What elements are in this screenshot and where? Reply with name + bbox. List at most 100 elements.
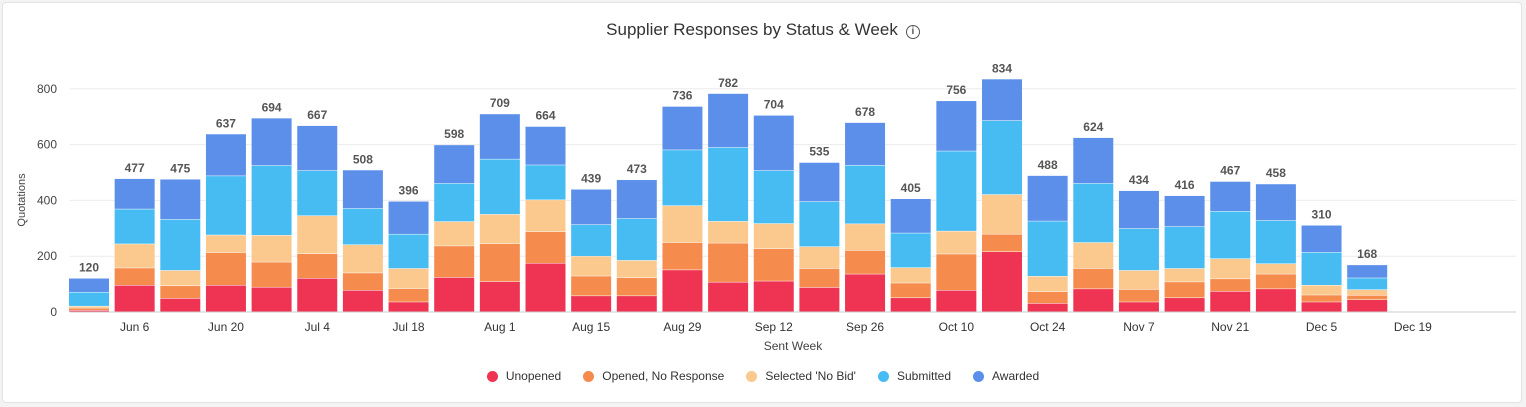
bar-segment [662,150,703,206]
bar-segment [342,290,383,312]
bar-segment [616,218,657,261]
bar-segment [434,277,475,312]
legend-label: Opened, No Response [602,369,725,383]
bar-segment [525,231,566,263]
bar-total-label: 756 [946,83,966,97]
legend-item[interactable]: Opened, No Response [583,369,724,383]
bar-segment [388,201,429,234]
x-tick-label: Dec 19 [1394,320,1432,334]
bar-segment [205,252,246,285]
bar-segment [1118,228,1159,271]
x-tick-label: Oct 10 [939,320,975,334]
bar-segment [342,245,383,273]
bar-segment [616,296,657,312]
bar-segment [845,165,886,224]
bar-segment [1073,183,1114,243]
bar-total-label: 168 [1357,247,1377,261]
bar-segment [845,122,886,166]
bar-segment [1255,220,1296,264]
bar-total-label: 782 [718,76,738,90]
legend-label: Awarded [992,369,1040,383]
bar-segment [1301,252,1342,285]
bar-total-label: 473 [627,162,647,176]
legend-item[interactable]: Unopened [486,369,561,383]
bar-segment [525,126,566,165]
x-tick-label: Jun 20 [208,320,244,334]
bar-segment [297,216,338,254]
bar-total-label: 664 [535,109,555,123]
bar-total-label: 667 [307,108,327,122]
bar-segment [799,268,840,288]
bar-total-label: 508 [353,152,373,166]
bar-segment [342,208,383,245]
bar-segment [936,231,977,254]
bar-segment [616,260,657,278]
bar-segment [1118,190,1159,229]
bar-segment [708,147,749,222]
x-tick-label: Jul 18 [393,320,425,334]
bar-segment [1027,291,1068,304]
bar-segment [434,246,475,278]
bar-segment [571,189,612,225]
x-tick-label: Aug 1 [484,320,516,334]
bar-segment [1164,226,1205,269]
bar-total-label: 736 [672,89,692,103]
bar-segment [205,134,246,176]
bar-segment [571,256,612,276]
bar-total-label: 396 [399,184,419,198]
bar-segment [434,145,475,184]
x-tick-label: Aug 29 [663,320,701,334]
bar-segment [1073,242,1114,269]
bar-segment [251,165,292,236]
bar-segment [571,276,612,296]
info-icon[interactable]: i [905,25,920,39]
bar-total-label: 416 [1175,178,1195,192]
x-tick-label: Jun 6 [120,320,150,334]
bar-segment [525,263,566,312]
bar-segment [251,235,292,262]
bar-segment [1118,289,1159,302]
bar-segment [525,165,566,200]
bar-segment [297,278,338,312]
y-tick-label: 600 [37,138,57,152]
bar-segment [114,244,155,268]
legend-swatch [973,370,984,382]
bar-segment [1210,211,1251,259]
bar-segment [388,302,429,312]
bar-segment [251,118,292,166]
bar-segment [1255,264,1296,274]
chart-title-row: Supplier Responses by Status & Week i [3,20,1523,40]
bar-segment [114,178,155,209]
legend-item[interactable]: Awarded [973,369,1039,383]
legend-swatch [486,370,498,382]
bar-segment [69,306,109,308]
legend-item[interactable]: Selected 'No Bid' [746,369,856,383]
bar-segment [160,270,201,286]
legend-item[interactable]: Submitted [877,369,951,383]
bar-segment [890,267,931,283]
bar-segment [1164,282,1205,298]
bar-segment [662,242,703,270]
bar-segment [114,268,155,285]
bar-segment [205,235,246,253]
legend-swatch [583,370,595,382]
bar-segment [1301,295,1342,302]
bar-segment [1210,181,1251,212]
bar-segment [251,287,292,312]
bar-segment [1118,270,1159,290]
bar-segment [479,114,520,159]
bar-segment [1073,137,1114,184]
bar-segment [342,170,383,209]
bar-segment [662,106,703,150]
bar-total-label: 477 [125,161,145,175]
bar-segment [890,233,931,268]
bar-segment [1027,276,1068,292]
bar-segment [753,248,794,281]
y-axis-label: Quotations [16,173,28,227]
bar-segment [1073,289,1114,312]
bar-segment [1027,303,1068,312]
bar-segment [69,310,109,312]
legend-label: Selected 'No Bid' [765,369,856,383]
bar-segment [160,286,201,299]
